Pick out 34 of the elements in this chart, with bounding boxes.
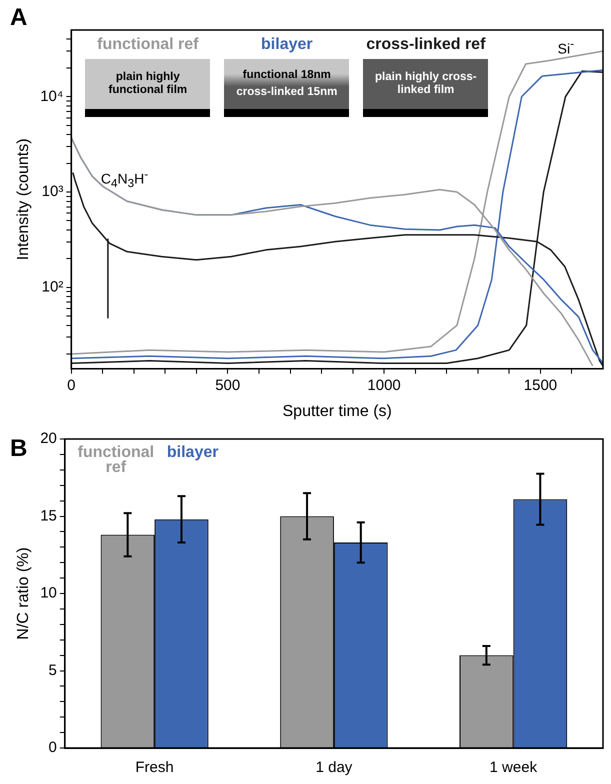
x-axis-title: Sputter time (s) bbox=[282, 402, 392, 420]
annotation: functional 18nm bbox=[242, 69, 331, 82]
y-axis-title: Intensity (counts) bbox=[15, 138, 32, 260]
x-tick-label: 500 bbox=[215, 376, 240, 394]
chart-title: B bbox=[10, 435, 28, 463]
y-tick-label: 10 bbox=[40, 584, 57, 602]
text: functional ref bbox=[96, 36, 200, 54]
text: cross-linked ref bbox=[365, 36, 486, 54]
x-tick-label: 1 week bbox=[490, 759, 538, 776]
y-tick-label: 0 bbox=[48, 739, 57, 756]
y-axis-title: N/C ratio (%) bbox=[15, 547, 32, 640]
y-tick-label: 5 bbox=[48, 662, 57, 679]
x-tick-label: 0 bbox=[67, 376, 76, 394]
annotation: Si$^{-}$ bbox=[558, 38, 574, 56]
y-tick-label: 10² bbox=[42, 278, 64, 296]
film-layer-diagram: plain highly cross-linked film bbox=[363, 59, 488, 117]
annotation: cross-linked 15nm bbox=[236, 86, 338, 99]
y-tick-label: 10⁴ bbox=[40, 88, 64, 105]
film-layer-diagram: plain highly functional film bbox=[85, 59, 210, 117]
film-layer-diagram: functional 18nm cross-linked 15nm bbox=[224, 59, 350, 117]
chart-title: A bbox=[10, 4, 28, 32]
y-tick-label: 15 bbox=[40, 507, 57, 524]
y-tick-label: 10³ bbox=[42, 183, 64, 200]
annotation: plain highly functional film bbox=[108, 71, 188, 97]
x-tick-label: 1500 bbox=[524, 376, 558, 394]
text: bilayer bbox=[260, 36, 314, 54]
x-tick-label: 1000 bbox=[367, 376, 401, 394]
annotation: plain highly cross-linked film bbox=[374, 71, 478, 97]
text: bilayer bbox=[166, 444, 218, 461]
x-tick-label: Fresh bbox=[135, 759, 174, 776]
y-tick-label: 20 bbox=[40, 430, 57, 448]
annotation: C$_{4}$N$_{3}$H$^{-}$ bbox=[100, 168, 148, 190]
text: functional ref bbox=[76, 444, 156, 476]
x-tick-label: 1 day bbox=[316, 759, 353, 776]
